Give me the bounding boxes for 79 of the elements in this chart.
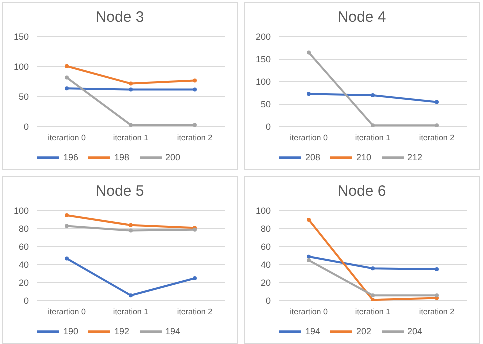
y-tick-label: 20: [260, 278, 271, 288]
legend-label: 202: [356, 326, 372, 336]
y-tick-label: 100: [256, 206, 271, 216]
point: [435, 124, 439, 127]
point: [193, 276, 197, 280]
x-tick-label: iteration 1: [113, 308, 150, 317]
point: [371, 294, 375, 298]
y-tick-label: 80: [260, 224, 271, 234]
point: [65, 76, 69, 80]
point: [129, 88, 133, 92]
point: [371, 298, 375, 301]
y-tick-label: 0: [266, 296, 271, 306]
point: [371, 94, 375, 98]
y-tick-label: 80: [18, 224, 29, 234]
y-tick-label: 150: [14, 32, 29, 42]
chart-title: Node 6: [336, 182, 388, 202]
y-tick-label: 150: [256, 54, 271, 65]
y-tick-label: 40: [18, 260, 29, 270]
point: [129, 223, 133, 228]
x-tick-label: iterartion 0: [290, 308, 328, 317]
legend-label: 212: [408, 152, 423, 162]
point: [65, 256, 69, 261]
x-tick-label: iterartion 0: [290, 134, 328, 143]
point: [65, 224, 69, 228]
legend-label: 210: [356, 152, 372, 162]
point: [435, 100, 439, 104]
point: [193, 78, 197, 83]
legend-label: 198: [114, 152, 130, 162]
x-tick-label: iteration 1: [355, 134, 392, 143]
point: [65, 214, 69, 218]
y-tick-label: 60: [18, 242, 29, 252]
y-tick-label: 0: [266, 122, 271, 132]
x-tick-label: iteration 1: [113, 134, 150, 143]
y-tick-label: 40: [260, 260, 271, 270]
legend-label: 194: [166, 326, 181, 336]
point: [307, 218, 311, 222]
y-tick-label: 100: [14, 206, 29, 216]
y-tick-label: 50: [260, 100, 271, 110]
point: [307, 92, 311, 96]
point: [129, 123, 133, 127]
legend-label: 192: [114, 326, 130, 336]
x-tick-label: iteration 2: [419, 308, 456, 317]
point: [129, 228, 133, 233]
point: [435, 268, 439, 272]
point: [307, 254, 311, 259]
point: [435, 294, 439, 298]
x-tick-label: iteration 2: [177, 134, 214, 143]
point: [129, 294, 133, 298]
y-tick-label: 100: [256, 77, 271, 88]
point: [307, 258, 311, 262]
y-tick-label: 50: [18, 92, 29, 102]
legend-label: 200: [166, 152, 181, 162]
point: [371, 124, 375, 127]
point: [129, 82, 133, 86]
y-tick-label: 60: [260, 242, 271, 252]
x-tick-label: iteration 1: [355, 308, 392, 317]
point: [193, 88, 197, 92]
y-tick-label: 0: [24, 296, 29, 306]
legend-label: 194: [305, 326, 320, 336]
y-tick-label: 0: [24, 122, 29, 132]
point: [307, 50, 311, 55]
legend-label: 196: [63, 152, 78, 162]
chart-title: Node 5: [94, 182, 146, 202]
x-tick-label: iterartion 0: [48, 308, 86, 317]
y-tick-label: 100: [14, 62, 29, 72]
y-tick-label: 20: [18, 278, 29, 288]
point: [371, 266, 375, 271]
y-tick-label: 200: [256, 32, 271, 42]
legend-label: 208: [305, 152, 320, 162]
chart-title: Node 4: [336, 8, 388, 28]
point: [193, 123, 197, 127]
x-tick-label: iteration 2: [419, 134, 456, 143]
point: [65, 86, 69, 91]
chart-title: Node 3: [94, 8, 146, 28]
legend-label: 190: [63, 326, 78, 336]
legend-label: 204: [408, 326, 423, 336]
point: [65, 64, 69, 68]
x-tick-label: iteration 2: [177, 308, 214, 317]
x-tick-label: iterartion 0: [48, 134, 86, 143]
